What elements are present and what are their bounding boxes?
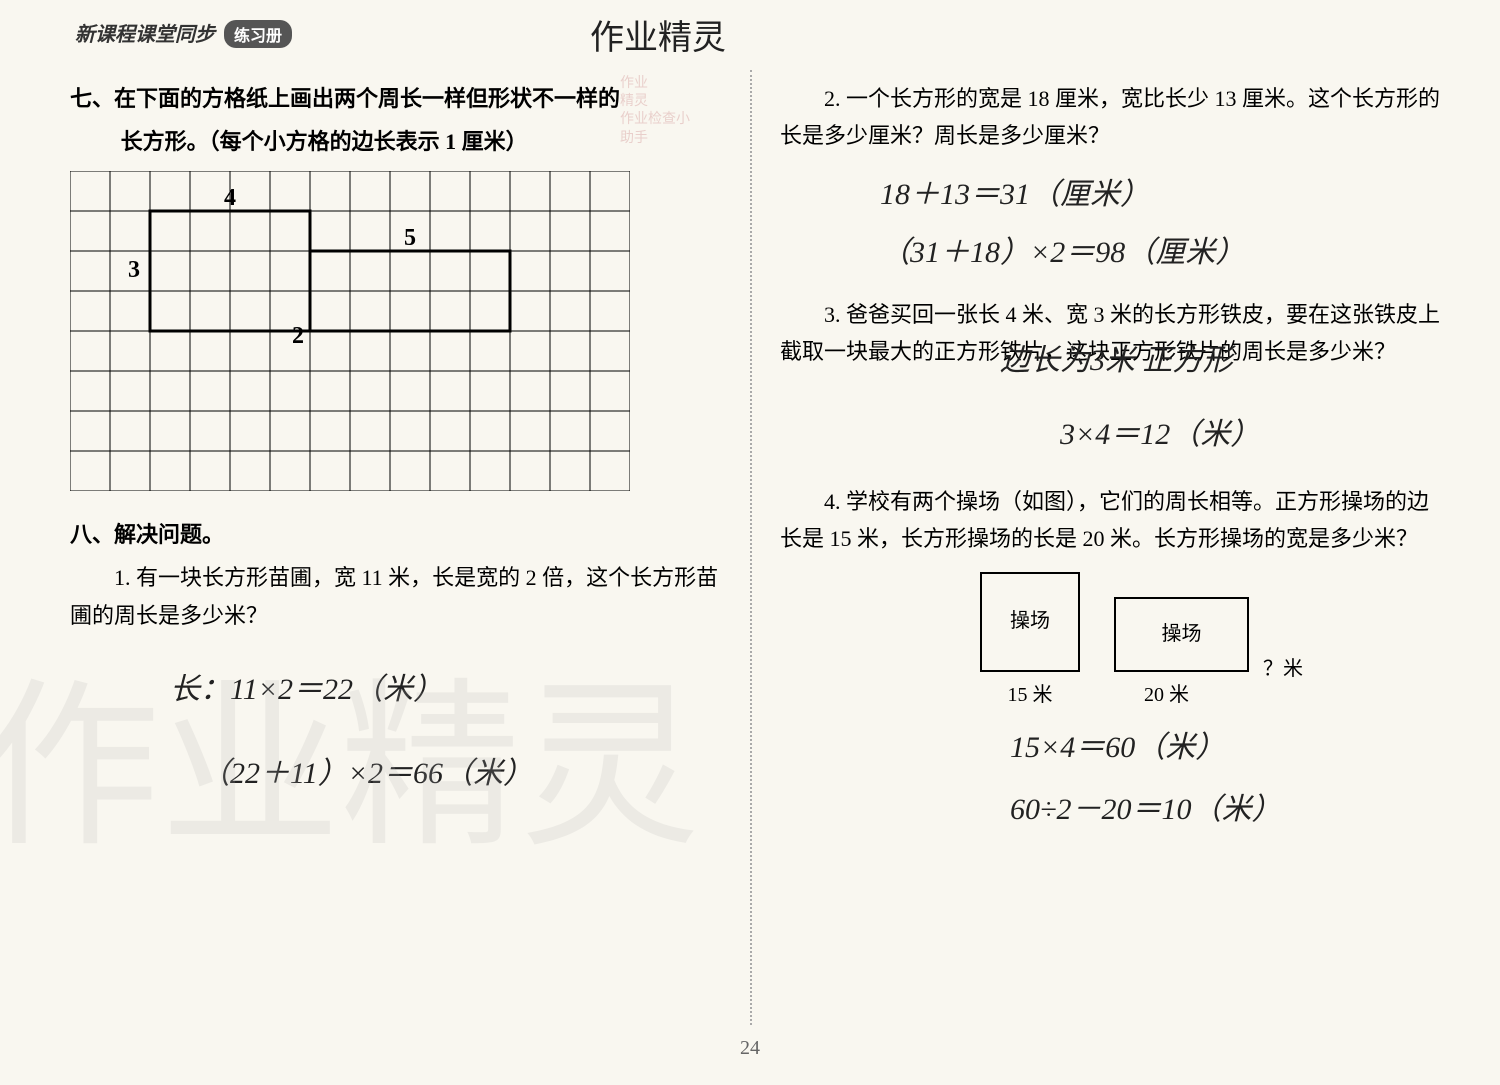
square-playground: 操场 <box>980 572 1080 672</box>
rect2-width-label: 5 <box>404 225 416 252</box>
q4-answer-1: 15×4＝60（米） <box>780 722 1440 766</box>
q3-answer-2: 3×4＝12（米） <box>780 409 1440 453</box>
rect1-height-label: 3 <box>128 257 140 284</box>
header-pill: 练习册 <box>224 20 292 48</box>
q8-1-answer-2: （22＋11）×2＝66（米） <box>70 748 730 792</box>
q2-answer-1: 18＋13＝31（厘米） <box>780 169 1440 213</box>
rect-playground: 操场 <box>1114 597 1249 672</box>
q4-text: 4. 学校有两个操场（如图），它们的周长相等。正方形操场的边长是 15 米，长方… <box>780 483 1440 558</box>
q8-1-answer-1: 长：11×2＝22（米） <box>70 664 730 708</box>
header-title: 新课程课堂同步 <box>75 24 215 46</box>
square-measure: 15 米 <box>980 678 1080 707</box>
rect2-height-label: 2 <box>292 323 304 350</box>
left-column: 七、在下面的方格纸上画出两个周长一样但形状不一样的 长方形。（每个小方格的边长表… <box>70 20 755 1045</box>
page-header: 新课程课堂同步 练习册 <box>75 18 292 48</box>
rect-wrapper: 操场 20 米 <box>1084 597 1249 707</box>
q2-answer-2: （31＋18）×2＝98（厘米） <box>780 227 1440 271</box>
q8-heading: 八、解决问题。 <box>70 516 730 553</box>
q2-text: 2. 一个长方形的宽是 18 厘米，宽比长少 13 厘米。这个长方形的长是多少厘… <box>780 80 1440 155</box>
watermark-stamp: 作业 精灵 作业检查小助手 <box>620 75 690 130</box>
rect-right-label: ？米 <box>1263 632 1303 707</box>
q4-answer-2: 60÷2－20＝10（米） <box>780 784 1440 828</box>
q4-diagram: 操场 15 米 操场 20 米 ？米 <box>980 572 1440 707</box>
column-divider <box>750 70 752 1025</box>
grid-paper: 4 3 5 2 <box>70 171 730 491</box>
rect1-width-label: 4 <box>224 185 236 212</box>
square-wrapper: 操场 15 米 <box>980 572 1080 707</box>
page-number: 24 <box>740 1037 760 1060</box>
top-handwriting: 作业精灵 <box>590 10 726 59</box>
grid-svg <box>70 171 630 491</box>
q8-1-text: 1. 有一块长方形苗圃，宽 11 米，长是宽的 2 倍，这个长方形苗圃的周长是多… <box>70 559 730 634</box>
right-column: 2. 一个长方形的宽是 18 厘米，宽比长少 13 厘米。这个长方形的长是多少厘… <box>755 20 1440 1045</box>
rect-measure: 20 米 <box>1084 678 1249 707</box>
worksheet-page: 新课程课堂同步 练习册 作业精灵 作业 精灵 作业检查小助手 作业精灵 七、在下… <box>0 0 1500 1085</box>
